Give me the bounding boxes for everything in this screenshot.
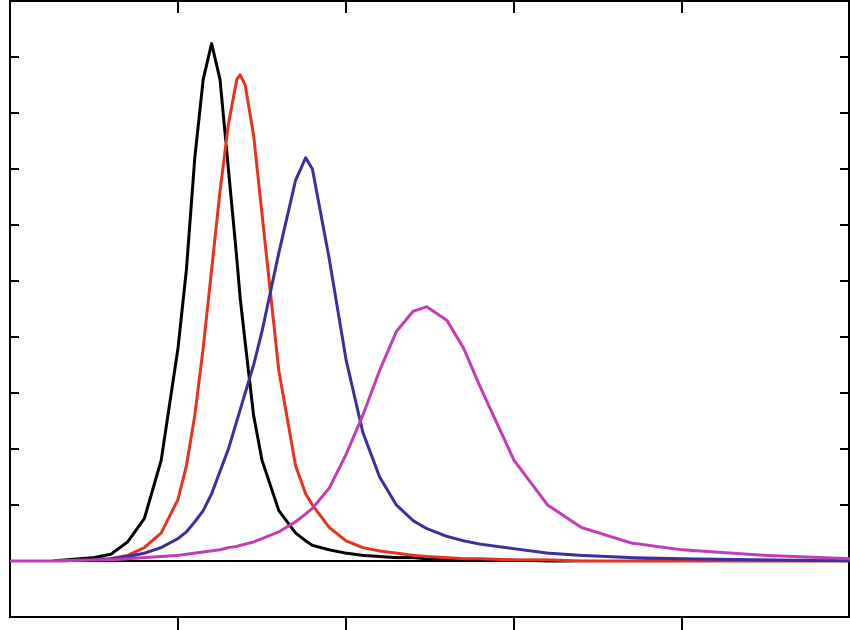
series-line — [10, 42, 850, 563]
plot-frame — [9, 0, 850, 618]
series-line — [10, 156, 850, 563]
series-line — [10, 73, 850, 563]
series-line — [10, 305, 850, 563]
